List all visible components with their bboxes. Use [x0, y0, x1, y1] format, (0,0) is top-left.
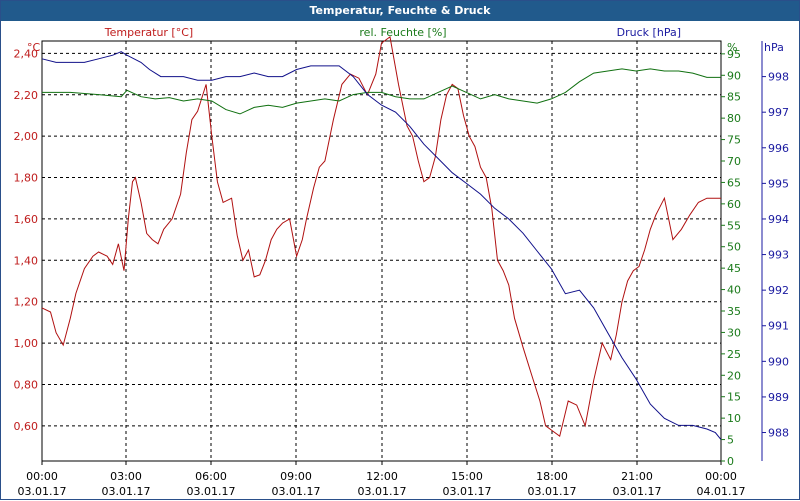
humidity-tick-label: 45: [727, 262, 741, 275]
humidity-tick-label: 60: [727, 198, 741, 211]
humidity-tick-label: 10: [727, 412, 741, 425]
x-tick-time: 00:00: [705, 470, 737, 483]
humidity-tick-label: 35: [727, 305, 741, 318]
temperature-tick-label: 1,20: [14, 296, 39, 309]
pressure-tick-label: 998: [768, 71, 789, 84]
pressure-tick-label: 992: [768, 284, 789, 297]
x-tick-time: 03:00: [110, 470, 142, 483]
pressure-tick-label: 995: [768, 177, 789, 190]
pressure-tick-label: 988: [768, 427, 789, 440]
series-line-pressure: [41, 51, 722, 440]
temperature-tick-label: 0,80: [14, 378, 39, 391]
humidity-tick-label: 85: [727, 91, 741, 104]
temperature-tick-label: 2,40: [14, 47, 39, 60]
humidity-tick-label: 25: [727, 348, 741, 361]
humidity-tick-label: 55: [727, 219, 741, 232]
x-tick-date: 03.01.17: [272, 485, 321, 498]
humidity-tick-label: 70: [727, 155, 741, 168]
series-line-temperature: [41, 36, 721, 438]
humidity-tick-label: 65: [727, 176, 741, 189]
humidity-tick-label: 75: [727, 134, 741, 147]
temperature-tick-label: 1,40: [14, 254, 39, 267]
humidity-tick-label: 30: [727, 326, 741, 339]
x-tick-time: 18:00: [536, 470, 568, 483]
humidity-unit: %: [727, 41, 737, 54]
x-tick-date: 03.01.17: [102, 485, 151, 498]
pressure-tick-label: 994: [768, 213, 789, 226]
x-tick-date: 04.01.17: [697, 485, 746, 498]
x-tick-date: 03.01.17: [358, 485, 407, 498]
x-tick-time: 21:00: [621, 470, 653, 483]
temperature-tick-label: 1,80: [14, 172, 39, 185]
x-tick-date: 03.01.17: [18, 485, 67, 498]
pressure-tick-label: 991: [768, 320, 789, 333]
x-tick-time: 09:00: [280, 470, 312, 483]
x-tick-date: 03.01.17: [613, 485, 662, 498]
pressure-tick-label: 996: [768, 142, 789, 155]
humidity-tick-label: 95: [727, 48, 741, 61]
x-tick-time: 15:00: [451, 470, 483, 483]
temperature-tick-label: 1,60: [14, 213, 39, 226]
humidity-tick-label: 90: [727, 69, 741, 82]
series-layer: [41, 36, 722, 440]
humidity-tick-label: 20: [727, 369, 741, 382]
humidity-tick-label: 40: [727, 284, 741, 297]
x-tick-date: 03.01.17: [443, 485, 492, 498]
humidity-tick-label: 5: [727, 434, 734, 447]
humidity-tick-label: 0: [727, 455, 734, 468]
legend-pressure: Druck [hPa]: [617, 26, 681, 39]
x-tick-time: 06:00: [195, 470, 227, 483]
pressure-tick-label: 997: [768, 106, 789, 119]
temperature-tick-label: 1,00: [14, 337, 39, 350]
temperature-tick-label: 2,20: [14, 89, 39, 102]
pressure-tick-label: 993: [768, 249, 789, 262]
temperature-tick-label: 0,60: [14, 420, 39, 433]
x-tick-time: 12:00: [366, 470, 398, 483]
x-tick-date: 03.01.17: [187, 485, 236, 498]
humidity-tick-label: 50: [727, 241, 741, 254]
window-title: Temperatur, Feuchte & Druck: [1, 1, 799, 21]
axes: 0,60 0,80 1,00 1,20 1,40 1,60 1,80 2,00 2,20 2,40…: [14, 26, 790, 498]
temperature-unit: °C: [27, 41, 41, 54]
x-tick-time: 00:00: [26, 470, 58, 483]
temperature-tick-label: 2,00: [14, 130, 39, 143]
series-line-humidity: [42, 68, 721, 115]
pressure-unit: hPa: [764, 41, 784, 54]
x-tick-date: 03.01.17: [528, 485, 577, 498]
legend-temperature: Temperatur [°C]: [104, 26, 193, 39]
humidity-tick-label: 80: [727, 112, 741, 125]
pressure-tick-label: 989: [768, 391, 789, 404]
humidity-tick-label: 15: [727, 391, 741, 404]
pressure-tick-label: 990: [768, 355, 789, 368]
legend-humidity: rel. Feuchte [%]: [359, 26, 446, 39]
